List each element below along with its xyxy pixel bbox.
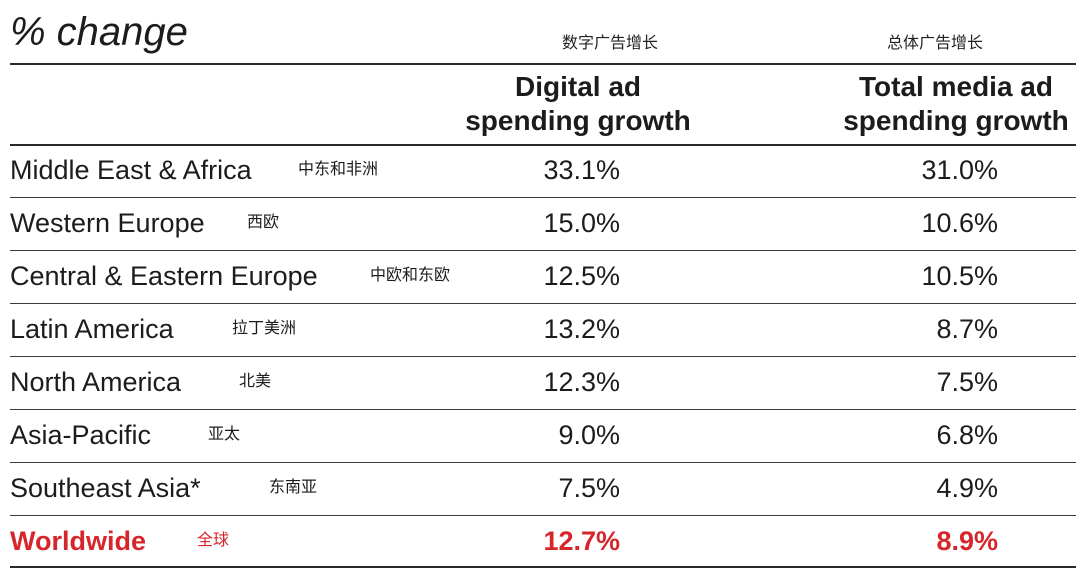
- table-row-worldwide: Worldwide 全球 12.7% 8.9%: [10, 515, 1076, 567]
- row-divider: [10, 409, 1076, 410]
- table-row: Western Europe 西欧 15.0% 10.6%: [10, 197, 1076, 249]
- total-growth-value: 6.8%: [936, 420, 998, 450]
- digital-growth-value: 15.0%: [543, 208, 620, 238]
- row-divider: [10, 515, 1076, 516]
- region-label: Middle East & Africa: [10, 155, 252, 185]
- digital-growth-value: 33.1%: [543, 155, 620, 185]
- row-divider: [10, 356, 1076, 357]
- total-growth-value: 4.9%: [936, 473, 998, 503]
- table-row: Middle East & Africa 中东和非洲 33.1% 31.0%: [10, 144, 1076, 196]
- total-growth-value: 10.5%: [921, 261, 998, 291]
- digital-growth-value: 12.3%: [543, 367, 620, 397]
- digital-growth-value: 12.7%: [543, 526, 620, 556]
- region-label: Central & Eastern Europe: [10, 261, 318, 291]
- row-divider: [10, 303, 1076, 304]
- col1-header: Digital ad spending growth: [465, 70, 691, 138]
- digital-growth-value: 7.5%: [558, 473, 620, 503]
- region-label: Southeast Asia*: [10, 473, 201, 503]
- table-row: Asia-Pacific 亚太 9.0% 6.8%: [10, 409, 1076, 461]
- total-growth-value: 8.9%: [936, 526, 998, 556]
- col2-cn-header: 总体广告增长: [886, 35, 984, 52]
- region-cn-label: 西欧: [247, 214, 280, 231]
- top-rule: [10, 63, 1076, 65]
- table-row: Latin America 拉丁美洲 13.2% 8.7%: [10, 303, 1076, 355]
- col1-cn-header: 数字广告增长: [561, 35, 659, 52]
- region-label: Asia-Pacific: [10, 420, 152, 450]
- region-cn-label: 亚太: [208, 426, 241, 443]
- table-row: Central & Eastern Europe 中欧和东欧 12.5% 10.5%: [10, 250, 1076, 302]
- row-divider: [10, 250, 1076, 251]
- region-cn-label: 东南亚: [269, 479, 318, 496]
- region-cn-label: 北美: [239, 373, 272, 390]
- row-divider: [10, 462, 1076, 463]
- region-label: Latin America: [10, 314, 174, 344]
- row-divider: [10, 197, 1076, 198]
- region-label: Western Europe: [10, 208, 205, 238]
- total-growth-value: 10.6%: [921, 208, 998, 238]
- bottom-rule: [10, 566, 1076, 568]
- col2-header: Total media ad spending growth: [843, 70, 1069, 138]
- table-row: Southeast Asia* 东南亚 7.5% 4.9%: [10, 462, 1076, 514]
- region-label: North America: [10, 367, 182, 397]
- digital-growth-value: 9.0%: [558, 420, 620, 450]
- col2-header-line1: Total media ad: [859, 71, 1053, 102]
- region-cn-label: 中东和非洲: [298, 161, 379, 178]
- region-cn-label: 全球: [197, 532, 230, 549]
- row-divider: [10, 144, 1076, 146]
- digital-growth-value: 13.2%: [543, 314, 620, 344]
- digital-growth-value: 12.5%: [543, 261, 620, 291]
- total-growth-value: 31.0%: [921, 155, 998, 185]
- table-title: % change: [10, 10, 188, 54]
- region-cn-label: 拉丁美洲: [232, 320, 297, 337]
- region-cn-label: 中欧和东欧: [370, 267, 451, 284]
- region-label: Worldwide: [10, 526, 147, 556]
- table-row: North America 北美 12.3% 7.5%: [10, 356, 1076, 408]
- total-growth-value: 7.5%: [936, 367, 998, 397]
- col1-header-line1: Digital ad: [514, 71, 641, 102]
- col1-header-line2: spending growth: [465, 105, 691, 136]
- total-growth-value: 8.7%: [936, 314, 998, 344]
- col2-header-line2: spending growth: [843, 105, 1069, 136]
